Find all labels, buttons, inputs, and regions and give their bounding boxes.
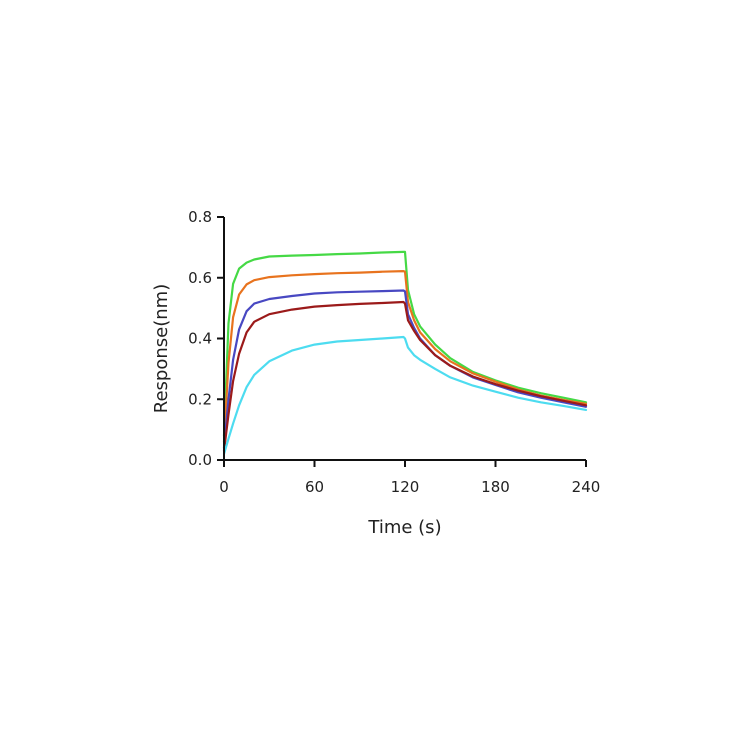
x-tick-label: 240 <box>572 478 601 496</box>
ticks-layer: 0.0 0.2 0.4 0.6 0.8 0 60 120 180 240 <box>188 208 600 496</box>
x-tick-label: 60 <box>305 478 324 496</box>
y-tick-label: 0.0 <box>188 451 212 469</box>
series-line-1 <box>222 250 588 437</box>
series-line-4 <box>222 300 588 452</box>
series-line-5 <box>222 335 588 455</box>
series-line-2 <box>222 270 588 443</box>
x-tick-label: 180 <box>481 478 510 496</box>
y-tick-label: 0.4 <box>188 330 212 348</box>
y-tick-label: 0.8 <box>188 208 212 226</box>
x-axis-title: Time (s) <box>367 517 441 538</box>
y-axis-title: Response(nm) <box>151 284 172 413</box>
x-tick-label: 0 <box>219 478 229 496</box>
x-tick-label: 120 <box>391 478 420 496</box>
y-tick-label: 0.2 <box>188 390 212 408</box>
y-tick-label: 0.6 <box>188 269 212 287</box>
series-line-3 <box>222 289 588 449</box>
series-layer <box>222 250 588 455</box>
